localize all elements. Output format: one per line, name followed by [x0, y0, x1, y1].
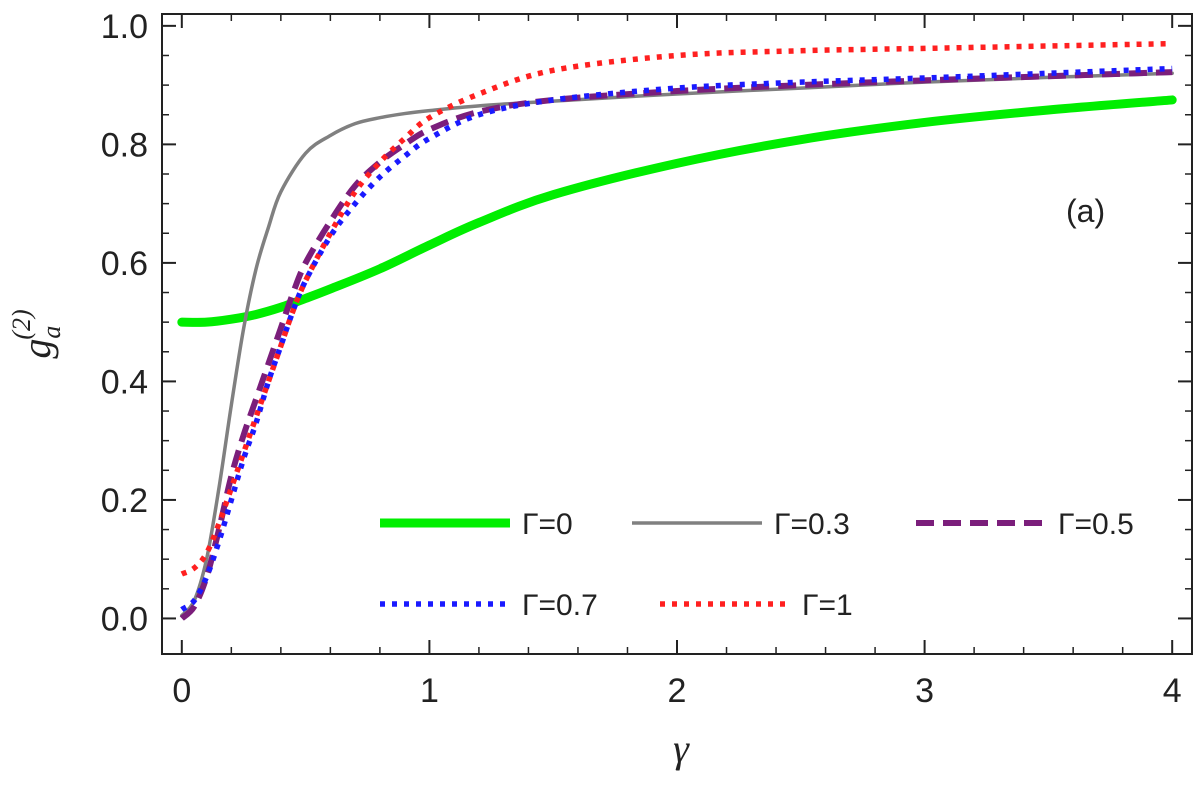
legend-label-0: Γ=0	[522, 508, 573, 541]
x-tick-label: 2	[668, 672, 687, 710]
y-tick-label: 0.0	[101, 600, 148, 638]
x-tick-label: 0	[172, 672, 191, 710]
series-line-1	[180, 71, 1174, 618]
legend-label-3: Γ=0.7	[522, 589, 598, 622]
svg-text:ga(2): ga(2)	[7, 309, 66, 358]
series-line-4	[180, 40, 1173, 577]
x-axis-label: γ	[673, 726, 690, 771]
ticks	[162, 14, 1192, 654]
series-line-2	[179, 69, 1173, 621]
legend-label-2: Γ=0.5	[1058, 508, 1134, 541]
series-line-0	[177, 95, 1177, 327]
legend: Γ=0 Γ=0.3 Γ=0.5 Γ=0.7 Γ=1	[380, 508, 1134, 622]
panel-annotation: (a)	[1066, 193, 1105, 229]
y-tick-label: 0.6	[101, 245, 148, 283]
y-axis-label: ga(2)	[7, 309, 66, 358]
x-tick-label: 4	[1163, 672, 1182, 710]
series-line-3	[180, 65, 1173, 612]
legend-label-1: Γ=0.3	[774, 508, 850, 541]
tick-labels: 0 1 2 3 4 0.0 0.2 0.4 0.6 0.8 1.0	[101, 8, 1182, 710]
y-axis-label-sup: (2)	[7, 309, 36, 339]
y-tick-label: 0.8	[101, 126, 148, 164]
series-layer	[177, 40, 1177, 621]
x-tick-label: 1	[420, 672, 439, 710]
x-tick-label: 3	[915, 672, 934, 710]
y-axis-label-base: g	[14, 339, 59, 359]
y-tick-label: 1.0	[101, 8, 148, 46]
y-tick-label: 0.2	[101, 482, 148, 520]
y-tick-label: 0.4	[101, 363, 148, 401]
legend-label-4: Γ=1	[802, 589, 853, 622]
y-axis-label-sub: a	[37, 326, 66, 339]
